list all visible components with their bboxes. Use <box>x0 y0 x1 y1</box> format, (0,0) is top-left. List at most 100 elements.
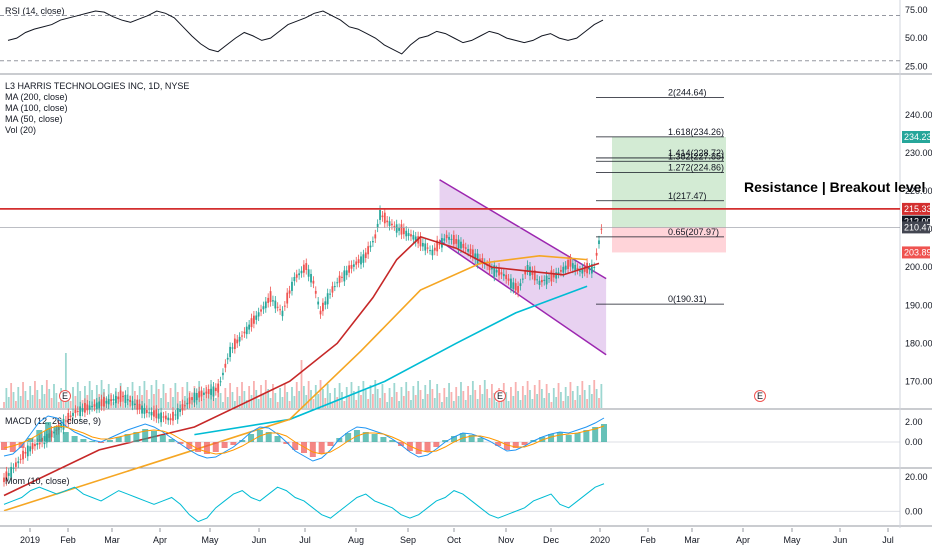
volume-bar <box>562 401 565 408</box>
candle-body <box>150 411 153 416</box>
rsi-tick-label: 75.00 <box>905 5 928 15</box>
macd-pane[interactable]: MACD (12, 26, close, 9) <box>0 415 900 462</box>
time-tick-label: May <box>783 535 801 545</box>
pane-frames <box>0 0 932 528</box>
candle-body <box>574 264 577 271</box>
candle-body <box>555 272 558 279</box>
volume-bar <box>3 402 5 408</box>
macd-histogram-bar <box>203 442 210 454</box>
candle-body <box>410 234 412 237</box>
volume-bar <box>29 386 32 408</box>
candle-body <box>395 224 398 233</box>
volume-bar <box>179 401 182 408</box>
macd-histogram-bar <box>151 431 157 442</box>
volume-bar <box>41 385 43 408</box>
candle-body <box>167 417 170 421</box>
rsi-pane[interactable]: RSI (14, close) <box>0 6 900 62</box>
candle-body <box>19 458 22 460</box>
volume-bar <box>324 398 327 408</box>
candle-body <box>222 372 224 376</box>
candle-body <box>512 282 515 289</box>
macd-histogram-bar <box>503 442 510 450</box>
candle-body <box>210 388 212 395</box>
macd-histogram-bar <box>230 442 237 445</box>
candle-body <box>548 277 550 279</box>
candle-body <box>100 399 103 407</box>
macd-tick-label: 0.00 <box>905 437 923 447</box>
candle-body <box>145 409 148 414</box>
candle-body <box>317 301 320 305</box>
candle-body <box>510 278 512 289</box>
macd-line <box>3 415 605 462</box>
time-tick-label: Nov <box>498 535 515 545</box>
volume-bar <box>419 390 422 408</box>
volume-bar <box>155 380 158 408</box>
candle-body <box>414 236 417 243</box>
price-axis[interactable]: 75.0050.0025.00240.00230.00220.00210.002… <box>902 5 932 516</box>
candle-body <box>500 272 503 275</box>
macd-histogram-bar <box>212 442 219 452</box>
candle-body <box>443 238 446 241</box>
volume-bar <box>388 388 391 408</box>
macd-histogram-bar <box>62 432 69 442</box>
candle-body <box>193 392 196 403</box>
volume-bar <box>10 383 13 408</box>
candle-body <box>29 446 32 452</box>
volume-bar <box>24 391 27 408</box>
earnings-marker[interactable] <box>494 390 506 402</box>
candle-body <box>295 274 298 278</box>
candle-body <box>305 263 308 270</box>
candle-body <box>507 278 510 281</box>
volume-bar <box>376 389 379 408</box>
volume-bar <box>329 393 331 408</box>
time-axis[interactable]: 2019 Feb Mar Apr May Jun Jul Aug Sep Oct Nov Dec 202… <box>20 528 894 545</box>
candle-body <box>195 392 198 401</box>
earnings-marker[interactable] <box>59 390 71 402</box>
candle-body <box>333 286 336 288</box>
volume-bar <box>243 391 246 408</box>
volume-bar <box>400 387 403 408</box>
volume-bar <box>224 388 227 408</box>
time-tick-label: Aug <box>348 535 364 545</box>
volume-bar <box>443 388 446 408</box>
volume-bar <box>398 401 400 408</box>
macd-histogram-bar <box>133 432 140 442</box>
candle-body <box>36 442 39 446</box>
volume-bar <box>269 398 272 408</box>
volume-bar <box>286 392 289 408</box>
volume-bar <box>326 384 329 408</box>
volume-bar <box>424 385 427 408</box>
momentum-tick-label: 20.00 <box>905 472 928 482</box>
volume-bar <box>364 390 367 408</box>
time-tick-label: Mar <box>684 535 700 545</box>
candle-body <box>176 408 179 420</box>
price-pane[interactable]: L3 HARRIS TECHNOLOGIES INC, 1D, NYSE MA … <box>0 81 925 512</box>
volume-bar <box>148 399 151 408</box>
volume-bar <box>231 392 234 408</box>
volume-bar <box>464 400 467 408</box>
candle-body <box>169 418 172 421</box>
candle-body <box>186 402 189 405</box>
candle-body <box>153 410 155 417</box>
volume-bar <box>69 401 72 408</box>
candle-body <box>214 387 217 392</box>
momentum-pane[interactable]: Mom (10, close) <box>0 476 900 523</box>
symbol-title: L3 HARRIS TECHNOLOGIES INC, 1D, NYSE <box>5 81 189 91</box>
candle-body <box>257 312 260 317</box>
candle-body <box>112 398 115 401</box>
volume-bar <box>481 394 484 408</box>
candle-body <box>493 265 496 277</box>
candle-body <box>286 292 289 304</box>
volume-bar <box>557 383 560 408</box>
candle-body <box>12 467 15 469</box>
candle-body <box>114 395 117 404</box>
candle-body <box>329 293 331 295</box>
candle-body <box>24 451 27 454</box>
volume-bar <box>448 383 450 408</box>
price-badge-label: 215.33 <box>904 204 932 214</box>
candle-body <box>302 264 305 273</box>
volume-bar <box>164 393 167 408</box>
volume-bar <box>91 390 93 408</box>
earnings-marker[interactable] <box>754 390 766 402</box>
